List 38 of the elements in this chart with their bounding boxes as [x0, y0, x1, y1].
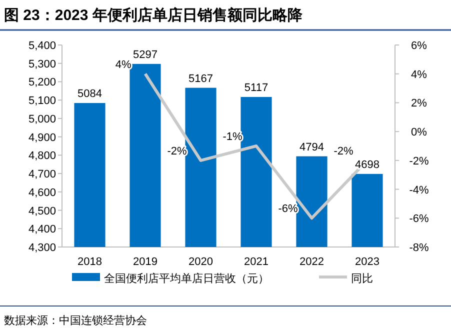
x-tick-label: 2021: [244, 256, 268, 268]
data-label: 4698: [355, 158, 380, 171]
y2-tick-label: 2%: [411, 98, 428, 110]
data-label: -2%: [334, 145, 354, 158]
data-label: 5297: [133, 48, 158, 61]
source-note: 数据来源：中国连锁经营协会: [4, 314, 147, 327]
y-tick-label: 4,600: [28, 186, 56, 199]
y-tick-label: 4,500: [28, 205, 56, 218]
y2-tick-label: -4%: [409, 184, 429, 196]
x-tick-label: 2018: [78, 256, 102, 268]
y2-tick-label: 4%: [411, 68, 428, 81]
y-tick-label: 5,200: [28, 76, 56, 89]
y-tick-label: 5,300: [28, 58, 56, 70]
y-tick-label: 5,400: [28, 40, 56, 52]
y-tick-label: 5,000: [28, 113, 56, 126]
x-tick-label: 2019: [133, 256, 158, 268]
legend-label: 全国便利店平均单店日营收（元）: [104, 272, 269, 285]
y2-tick-label: -6%: [409, 213, 429, 226]
data-label: 4%: [115, 58, 132, 71]
x-tick-label: 2023: [355, 256, 380, 268]
legend-label: 同比: [351, 272, 373, 285]
y2-tick-label: -2%: [409, 155, 429, 168]
y-tick-label: 5,100: [28, 95, 56, 108]
data-label: 5084: [78, 88, 102, 100]
data-label: 5117: [244, 82, 268, 94]
y-tick-label: 4,800: [28, 150, 56, 162]
data-label: 5167: [188, 72, 213, 85]
x-tick-label: 2020: [188, 256, 213, 268]
y-tick-label: 4,400: [28, 224, 56, 236]
y2-tick-label: -8%: [409, 242, 429, 254]
y2-tick-label: 6%: [411, 40, 428, 52]
x-tick-label: 2022: [300, 256, 324, 268]
data-label: 4794: [300, 141, 324, 154]
y-tick-label: 4,700: [28, 168, 56, 181]
y2-tick-label: 0%: [411, 126, 428, 139]
y-tick-label: 4,900: [28, 132, 56, 144]
y-tick-label: 4,300: [28, 242, 56, 254]
chart-title: 图 23：2023 年便利店单店日销售额同比略降: [4, 6, 304, 24]
